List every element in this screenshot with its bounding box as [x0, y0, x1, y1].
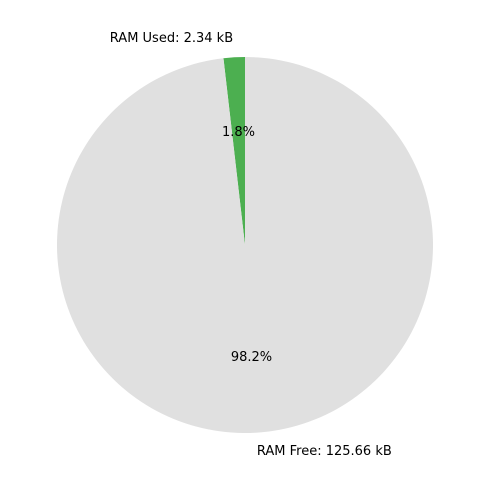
pie-slice-label-0: RAM Used: 2.34 kB [110, 31, 233, 46]
pie-slice-0 [223, 57, 245, 245]
pie-slice-1 [56, 57, 433, 433]
pie-percent-label-1: 98.2% [231, 350, 272, 365]
pie-percent-label-0: 1.8% [222, 125, 255, 140]
pie-slices [56, 57, 433, 433]
pie-slice-label-1: RAM Free: 125.66 kB [257, 444, 392, 459]
pie-labels: 1.8% RAM Used: 2.34 kB 98.2% RAM Free: 125.… [110, 31, 392, 459]
